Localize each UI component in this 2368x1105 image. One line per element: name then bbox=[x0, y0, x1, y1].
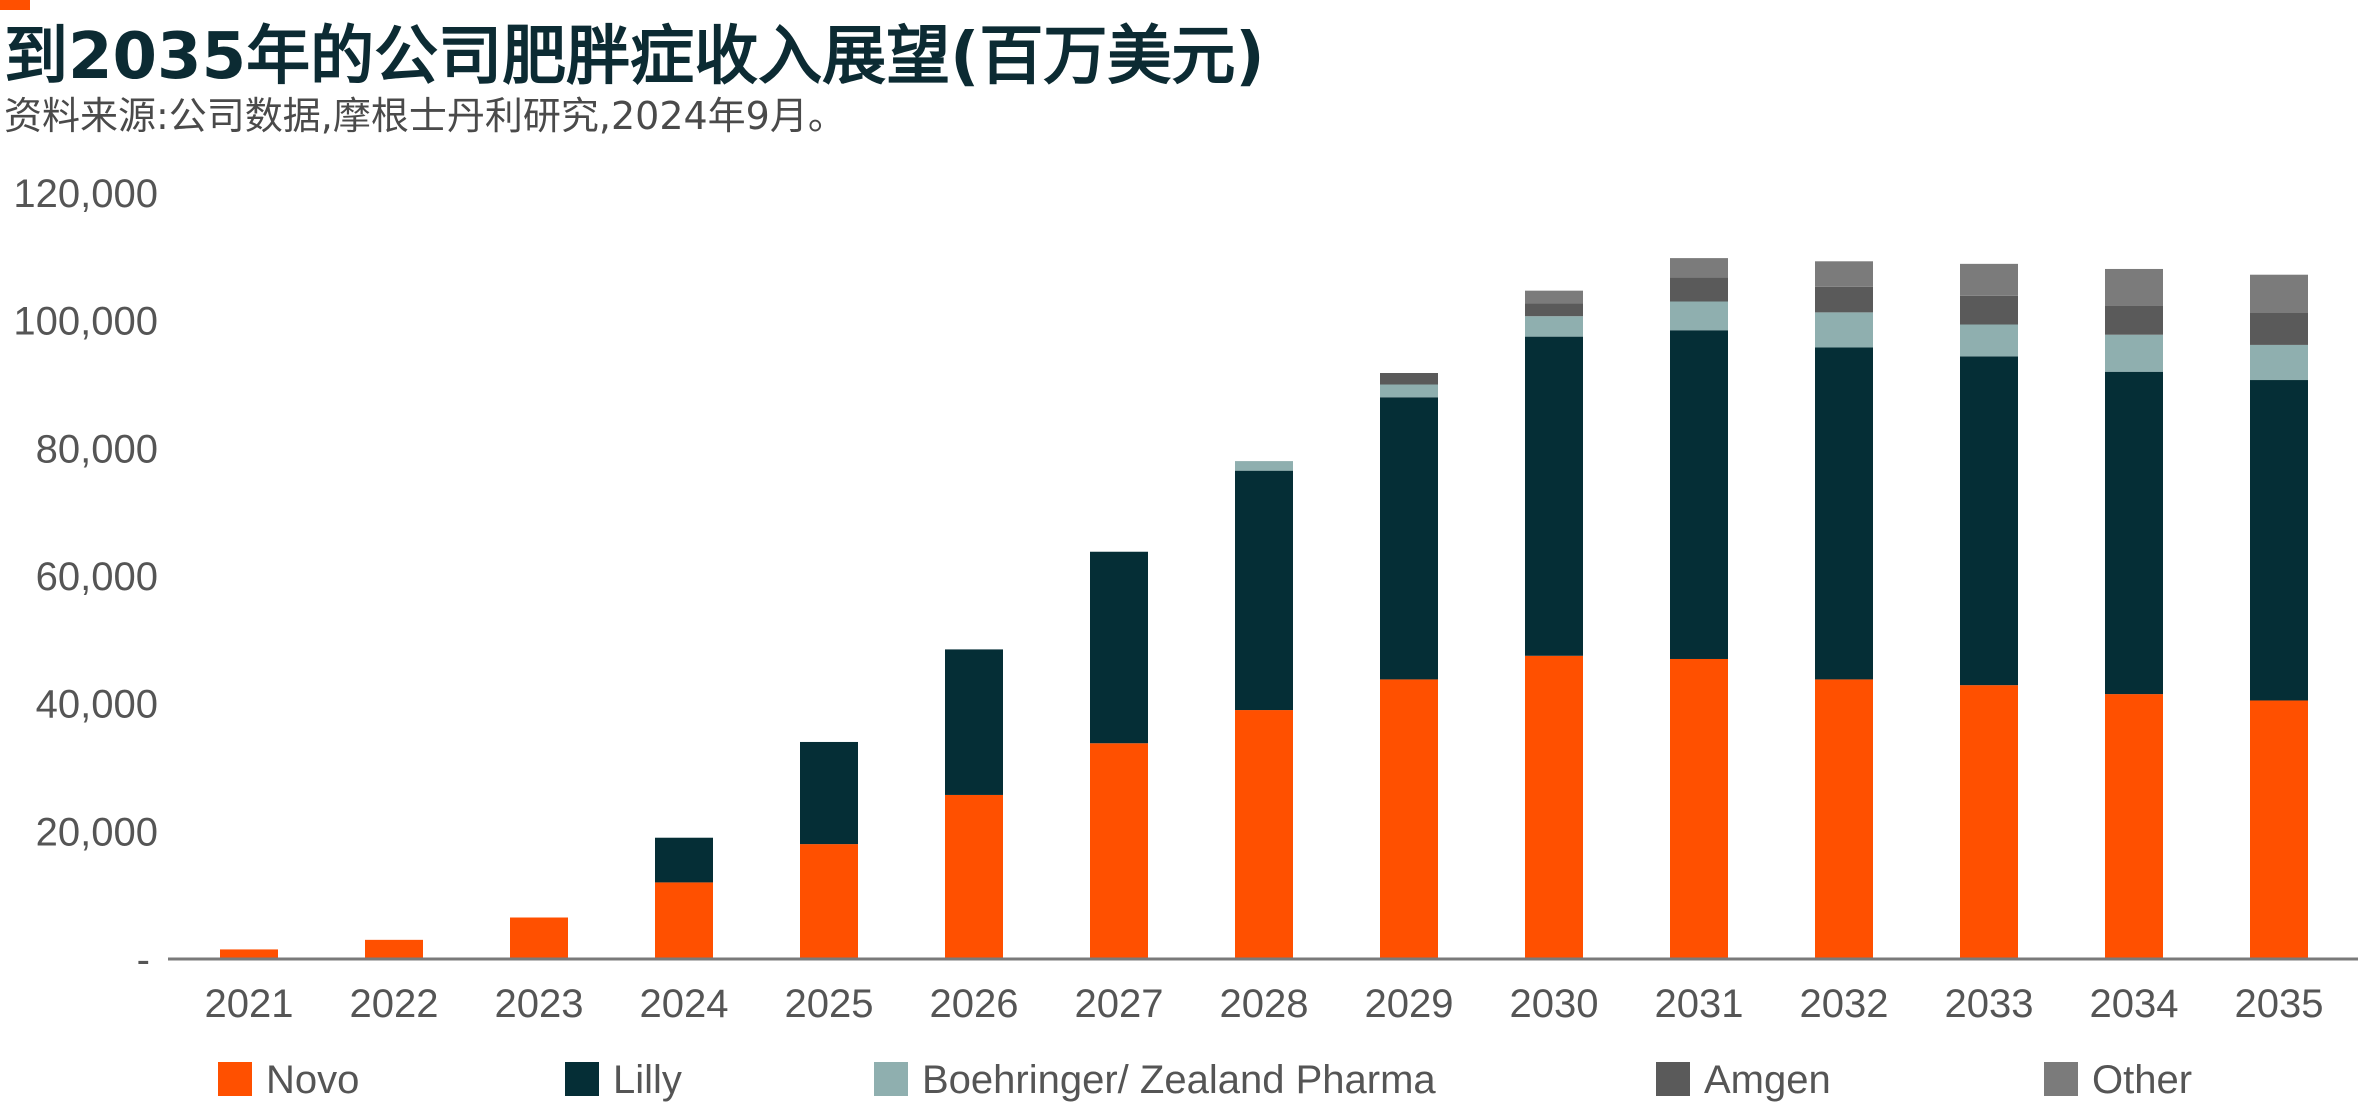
bar-segment-other bbox=[1670, 258, 1728, 278]
bar-segment-amgen bbox=[1815, 286, 1873, 313]
bar-segment-lilly bbox=[1960, 356, 2018, 686]
legend-swatch bbox=[218, 1062, 252, 1096]
bar-segment-boehringer-zealand-pharma bbox=[2105, 334, 2163, 372]
bar-segment-novo bbox=[1525, 655, 1583, 959]
bar-segment-amgen bbox=[1960, 295, 2018, 325]
y-tick-label: 20,000 bbox=[36, 810, 158, 854]
bar-segment-novo bbox=[655, 882, 713, 959]
x-tick-label: 2025 bbox=[785, 982, 874, 1026]
bar-segment-boehringer-zealand-pharma bbox=[2250, 344, 2308, 381]
bar-segment-boehringer-zealand-pharma bbox=[1380, 384, 1438, 398]
x-tick-label: 2033 bbox=[1945, 982, 2034, 1026]
bar-segment-lilly bbox=[1090, 551, 1148, 744]
bar-segment-other bbox=[1525, 290, 1583, 304]
y-tick-label: 120,000 bbox=[13, 172, 158, 216]
bar-segment-novo bbox=[2105, 694, 2163, 959]
bar-segment-lilly bbox=[2105, 371, 2163, 695]
bar-segment-amgen bbox=[1525, 303, 1583, 317]
bar-segment-lilly bbox=[1235, 470, 1293, 711]
x-tick-label: 2035 bbox=[2235, 982, 2324, 1026]
bar-segment-novo bbox=[365, 939, 423, 959]
bar-segment-amgen bbox=[2250, 313, 2308, 345]
x-tick-label: 2032 bbox=[1800, 982, 1889, 1026]
bar-segment-novo bbox=[800, 844, 858, 959]
chart-subtitle: 资料来源:公司数据,摩根士丹利研究,2024年9月。 bbox=[4, 94, 846, 138]
bar-segment-lilly bbox=[655, 837, 713, 883]
bar-segment-other bbox=[2105, 268, 2163, 306]
y-tick-label: 100,000 bbox=[13, 300, 158, 344]
x-tick-label: 2034 bbox=[2090, 982, 2179, 1026]
bar-segment-lilly bbox=[1670, 330, 1728, 659]
bar-segment-novo bbox=[1815, 679, 1873, 959]
bar-segment-amgen bbox=[1670, 277, 1728, 302]
chart-title: 到2035年的公司肥胖症收入展望(百万美元) bbox=[4, 20, 1265, 94]
bar-segment-novo bbox=[1380, 679, 1438, 959]
bar-segment-other bbox=[1815, 261, 1873, 287]
bar-segment-novo bbox=[1960, 685, 2018, 959]
x-tick-label: 2024 bbox=[640, 982, 729, 1026]
x-tick-label: 2022 bbox=[350, 982, 439, 1026]
bar-segment-boehringer-zealand-pharma bbox=[1960, 324, 2018, 357]
accent-bar bbox=[0, 0, 30, 10]
legend-swatch bbox=[874, 1062, 908, 1096]
bar-segment-amgen bbox=[1380, 373, 1438, 385]
legend-label: Amgen bbox=[1704, 1058, 1831, 1102]
bar-segment-lilly bbox=[945, 649, 1003, 795]
legend-swatch bbox=[1656, 1062, 1690, 1096]
bar-segment-boehringer-zealand-pharma bbox=[1815, 312, 1873, 348]
legend-label: Novo bbox=[266, 1058, 359, 1102]
x-tick-label: 2027 bbox=[1075, 982, 1164, 1026]
bar-segment-novo bbox=[1235, 710, 1293, 959]
bar-segment-novo bbox=[510, 917, 568, 959]
bar-segment-novo bbox=[1090, 743, 1148, 959]
bar-segment-novo bbox=[220, 949, 278, 959]
y-tick-label: 60,000 bbox=[36, 555, 158, 599]
bar-segment-other bbox=[1960, 263, 2018, 296]
bar-segment-boehringer-zealand-pharma bbox=[1525, 316, 1583, 337]
bar-segment-lilly bbox=[800, 741, 858, 845]
bar-segment-novo bbox=[2250, 700, 2308, 959]
x-tick-label: 2029 bbox=[1365, 982, 1454, 1026]
bar-segment-lilly bbox=[1815, 347, 1873, 680]
bar-segment-novo bbox=[1670, 658, 1728, 959]
bar-segment-lilly bbox=[2250, 380, 2308, 701]
y-tick-label: 40,000 bbox=[36, 683, 158, 727]
legend-swatch bbox=[2044, 1062, 2078, 1096]
legend-swatch bbox=[565, 1062, 599, 1096]
y-tick-label: 80,000 bbox=[36, 427, 158, 471]
legend-label: Boehringer/ Zealand Pharma bbox=[922, 1058, 1436, 1102]
x-tick-label: 2028 bbox=[1220, 982, 1309, 1026]
y-tick-label: - bbox=[137, 938, 150, 982]
x-tick-label: 2030 bbox=[1510, 982, 1599, 1026]
legend-label: Lilly bbox=[613, 1058, 682, 1102]
bar-segment-lilly bbox=[1380, 397, 1438, 680]
bar-segment-boehringer-zealand-pharma bbox=[1235, 461, 1293, 471]
x-tick-label: 2021 bbox=[205, 982, 294, 1026]
bar-segment-other bbox=[2250, 274, 2308, 314]
bar-segment-boehringer-zealand-pharma bbox=[1670, 301, 1728, 331]
x-tick-label: 2026 bbox=[930, 982, 1019, 1026]
bar-segment-amgen bbox=[2105, 305, 2163, 335]
bar-segment-novo bbox=[945, 794, 1003, 959]
bar-segment-lilly bbox=[1525, 336, 1583, 656]
x-tick-label: 2023 bbox=[495, 982, 584, 1026]
legend-label: Other bbox=[2092, 1058, 2192, 1102]
x-tick-label: 2031 bbox=[1655, 982, 1744, 1026]
